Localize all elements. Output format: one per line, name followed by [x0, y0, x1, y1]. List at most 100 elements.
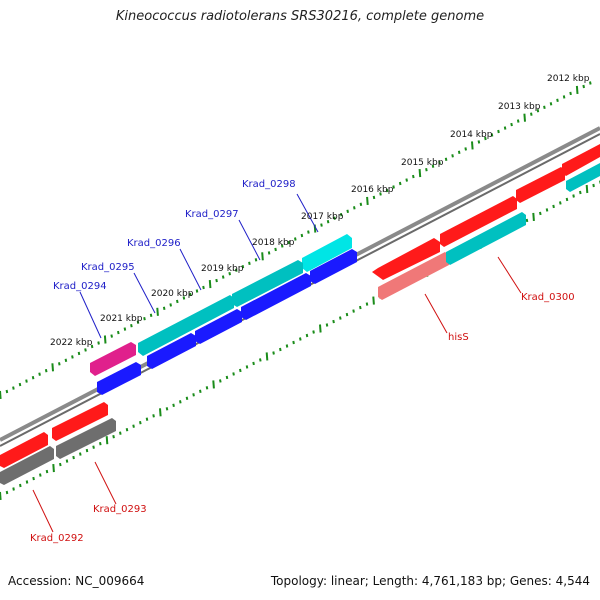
feature-krad-0299-cds[interactable] [372, 238, 440, 280]
leader-krad-0293 [94, 461, 117, 505]
minor-tick [172, 403, 175, 407]
scale-label: 2022 kbp [50, 338, 93, 348]
scale-label: 2014 kbp [450, 130, 493, 140]
minor-tick [307, 230, 310, 234]
minor-tick [385, 188, 389, 193]
gene-label-krad-0300[interactable]: Krad_0300 [521, 292, 575, 303]
minor-tick [444, 157, 448, 161]
minor-tick [490, 133, 494, 137]
gene-label-hiss[interactable]: hisS [448, 332, 469, 343]
leader-krad-0297 [238, 219, 261, 261]
major-tick [366, 196, 369, 205]
minor-tick [556, 98, 559, 102]
minor-tick [192, 393, 195, 397]
scale-label: 2016 kbp [351, 185, 394, 195]
feature-krad-0296-gene[interactable] [138, 295, 234, 356]
gene-label-krad-0293[interactable]: Krad_0293 [93, 504, 147, 515]
minor-tick [431, 164, 435, 168]
major-tick [372, 296, 375, 305]
feature-krad-0295-cds[interactable] [147, 333, 196, 369]
scale-label: 2012 kbp [547, 74, 590, 84]
minor-tick [248, 261, 251, 265]
minor-tick [254, 258, 258, 262]
scale-label: 2015 kbp [401, 158, 444, 168]
feature-krad-0297-cds[interactable] [241, 273, 311, 320]
minor-tick [333, 216, 336, 220]
minor-tick [510, 122, 513, 127]
minor-tick [299, 337, 302, 341]
minor-tick [559, 201, 562, 205]
minor-tick [549, 102, 553, 106]
minor-tick [503, 126, 507, 130]
feature-krad-0300-gene[interactable] [446, 212, 526, 265]
minor-tick [305, 333, 309, 338]
minor-tick [39, 473, 42, 477]
minor-tick [5, 490, 9, 495]
minor-tick [543, 105, 546, 109]
minor-tick [497, 129, 500, 134]
gene-label-krad-0294[interactable]: Krad_0294 [53, 281, 107, 292]
major-tick [585, 184, 589, 194]
feature-krad-0300-cds[interactable] [440, 196, 517, 247]
feature-krad-0297-gene[interactable] [232, 260, 303, 307]
map-title: Kineococcus radiotolerans SRS30216, comp… [115, 9, 485, 24]
minor-tick [189, 292, 192, 297]
minor-tick [64, 358, 68, 362]
feature-krad-0298-cds[interactable] [310, 249, 357, 284]
minor-tick [143, 317, 146, 321]
minor-tick [545, 208, 549, 212]
gene-label-krad-0296[interactable]: Krad_0296 [127, 238, 181, 249]
feature-right-cds-1[interactable] [516, 167, 565, 203]
feature-krad-0296-cds[interactable] [195, 309, 242, 344]
minor-tick [90, 344, 94, 349]
minor-tick [359, 305, 362, 310]
minor-tick [287, 240, 290, 245]
feature-gene-right-edge[interactable] [566, 163, 600, 192]
major-tick [52, 464, 55, 473]
minor-tick [149, 313, 153, 317]
gene-label-krad-0298[interactable]: Krad_0298 [242, 179, 296, 190]
feature-krad-0294-rna[interactable] [90, 342, 136, 376]
minor-tick [352, 309, 355, 313]
minor-tick [84, 348, 87, 352]
gene-label-krad-0292[interactable]: Krad_0292 [30, 533, 84, 544]
minor-tick [58, 362, 61, 366]
major-tick [319, 324, 322, 333]
minor-tick [130, 324, 133, 328]
gene-label-krad-0295[interactable]: Krad_0295 [81, 262, 135, 273]
minor-tick [165, 407, 169, 411]
minor-tick [325, 323, 329, 327]
minor-tick [279, 347, 282, 352]
minor-tick [525, 218, 529, 223]
scale-label: 2013 kbp [498, 102, 541, 112]
feature-hiss[interactable] [378, 252, 449, 300]
scale-label: 2018 kbp [252, 238, 295, 248]
minor-tick [99, 442, 102, 446]
minor-tick [123, 327, 127, 331]
minor-tick [425, 168, 428, 172]
feature-krad-0293-cds[interactable] [52, 402, 108, 441]
minor-tick [536, 109, 540, 113]
feature-right-cds-2[interactable] [562, 144, 600, 176]
leader-krad-0292 [32, 489, 54, 533]
feature-krad-0298-gene[interactable] [302, 234, 352, 272]
major-tick [51, 363, 54, 372]
minor-tick [272, 351, 275, 355]
leader-krad-0294 [79, 291, 102, 339]
feature-krad-0294-cds[interactable] [97, 362, 141, 395]
feature-krad-0292-cds[interactable] [0, 432, 48, 468]
major-tick [159, 408, 162, 417]
minor-tick [379, 192, 382, 196]
minor-tick [12, 487, 15, 491]
minor-tick [451, 154, 454, 158]
gene-label-krad-0297[interactable]: Krad_0297 [185, 209, 239, 220]
minor-tick [359, 202, 363, 206]
minor-tick [179, 400, 182, 404]
major-tick [261, 252, 264, 261]
feature-krad-0292-gene[interactable] [0, 446, 54, 485]
leader-krad-0296 [179, 248, 202, 291]
leader-krad-0298 [296, 193, 319, 233]
feature-krad-0293-gene[interactable] [56, 418, 116, 459]
minor-tick [274, 247, 277, 252]
